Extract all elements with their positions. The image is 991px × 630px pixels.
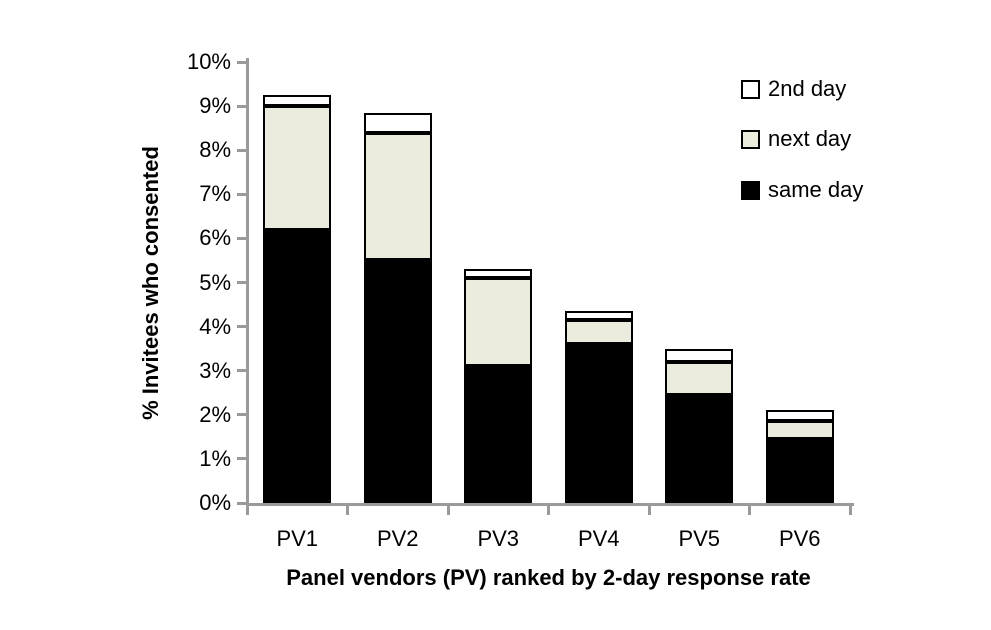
2nd-day-swatch-icon: [741, 79, 760, 99]
x-axis-tick: [446, 506, 450, 515]
y-tick-label: 6%: [199, 225, 231, 251]
x-tick-label: PV2: [376, 526, 419, 551]
x-axis-tick: [346, 506, 349, 515]
y-axis-tick: [237, 60, 247, 64]
legend-label: same day: [768, 177, 864, 202]
bar-segment-2nd-day: [363, 112, 432, 133]
y-axis-tick: [237, 325, 247, 329]
x-tick-label: PV3: [477, 526, 520, 551]
bar-pv4: [564, 311, 633, 503]
bar-segment-2nd-day: [564, 311, 633, 320]
x-axis-tick: [647, 506, 651, 515]
bar-segment-same-day: [665, 394, 734, 503]
y-tick-label: 9%: [199, 93, 231, 119]
y-axis-tick: [237, 413, 247, 417]
bar-segment-next-day: [464, 278, 533, 367]
bar-segment-next-day: [263, 106, 332, 230]
bar-segment-2nd-day: [464, 269, 533, 279]
x-tick-label: PV1: [276, 526, 319, 551]
y-tick-label: 3%: [199, 357, 231, 383]
bar-pv1: [263, 95, 332, 503]
y-axis-tick: [237, 192, 247, 196]
x-tick-label: PV6: [778, 526, 821, 551]
bar-pv3: [464, 269, 533, 503]
y-axis-line: [246, 58, 249, 513]
bar-pv6: [765, 410, 834, 503]
bar-segment-same-day: [363, 260, 432, 503]
x-axis-tick: [245, 506, 249, 515]
x-axis-tick: [748, 506, 751, 515]
legend-item-same-day: same day: [741, 177, 863, 203]
bar-segment-next-day: [765, 421, 834, 440]
y-axis-tick: [237, 148, 247, 152]
bar-segment-next-day: [665, 361, 734, 395]
bar-segment-same-day: [765, 439, 834, 503]
bar-segment-same-day: [263, 229, 332, 503]
y-tick-label: 7%: [199, 181, 231, 207]
next-day-swatch-icon: [741, 129, 760, 149]
same-day-swatch-icon: [741, 180, 760, 200]
bar-segment-2nd-day: [665, 348, 734, 362]
y-tick-label: 5%: [199, 269, 231, 295]
y-tick-label: 1%: [199, 445, 231, 471]
y-axis-tick: [237, 457, 247, 461]
bar-segment-same-day: [564, 344, 633, 503]
bar-segment-same-day: [464, 366, 533, 503]
y-axis-tick: [237, 369, 247, 373]
y-tick-label: 4%: [199, 313, 231, 339]
legend-item-2nd-day: 2nd day: [741, 76, 846, 102]
x-axis-tick: [547, 506, 550, 515]
bar-segment-2nd-day: [765, 410, 834, 422]
x-axis-tick: [848, 506, 852, 515]
x-axis-line: [246, 503, 854, 506]
y-tick-label: 0%: [199, 490, 231, 515]
y-axis-tick: [237, 104, 247, 108]
bar-pv5: [665, 348, 734, 503]
x-tick-label: PV4: [577, 526, 620, 551]
legend-label: next day: [768, 126, 852, 151]
bar-segment-2nd-day: [263, 95, 332, 107]
y-axis-tick: [237, 236, 247, 240]
bar-segment-next-day: [564, 319, 633, 345]
x-tick-label: PV5: [678, 526, 721, 551]
legend-item-next-day: next day: [741, 126, 851, 152]
y-tick-label: 8%: [199, 137, 231, 163]
bar-segment-next-day: [363, 132, 432, 261]
y-axis-tick: [237, 501, 247, 505]
x-axis-title: Panel vendors (PV) ranked by 2-day respo…: [286, 565, 811, 590]
y-tick-label: 10%: [186, 49, 231, 74]
y-axis-tick: [237, 281, 247, 284]
y-tick-label: 2%: [199, 401, 231, 427]
legend-label: 2nd day: [768, 76, 847, 101]
bar-pv2: [363, 112, 432, 503]
